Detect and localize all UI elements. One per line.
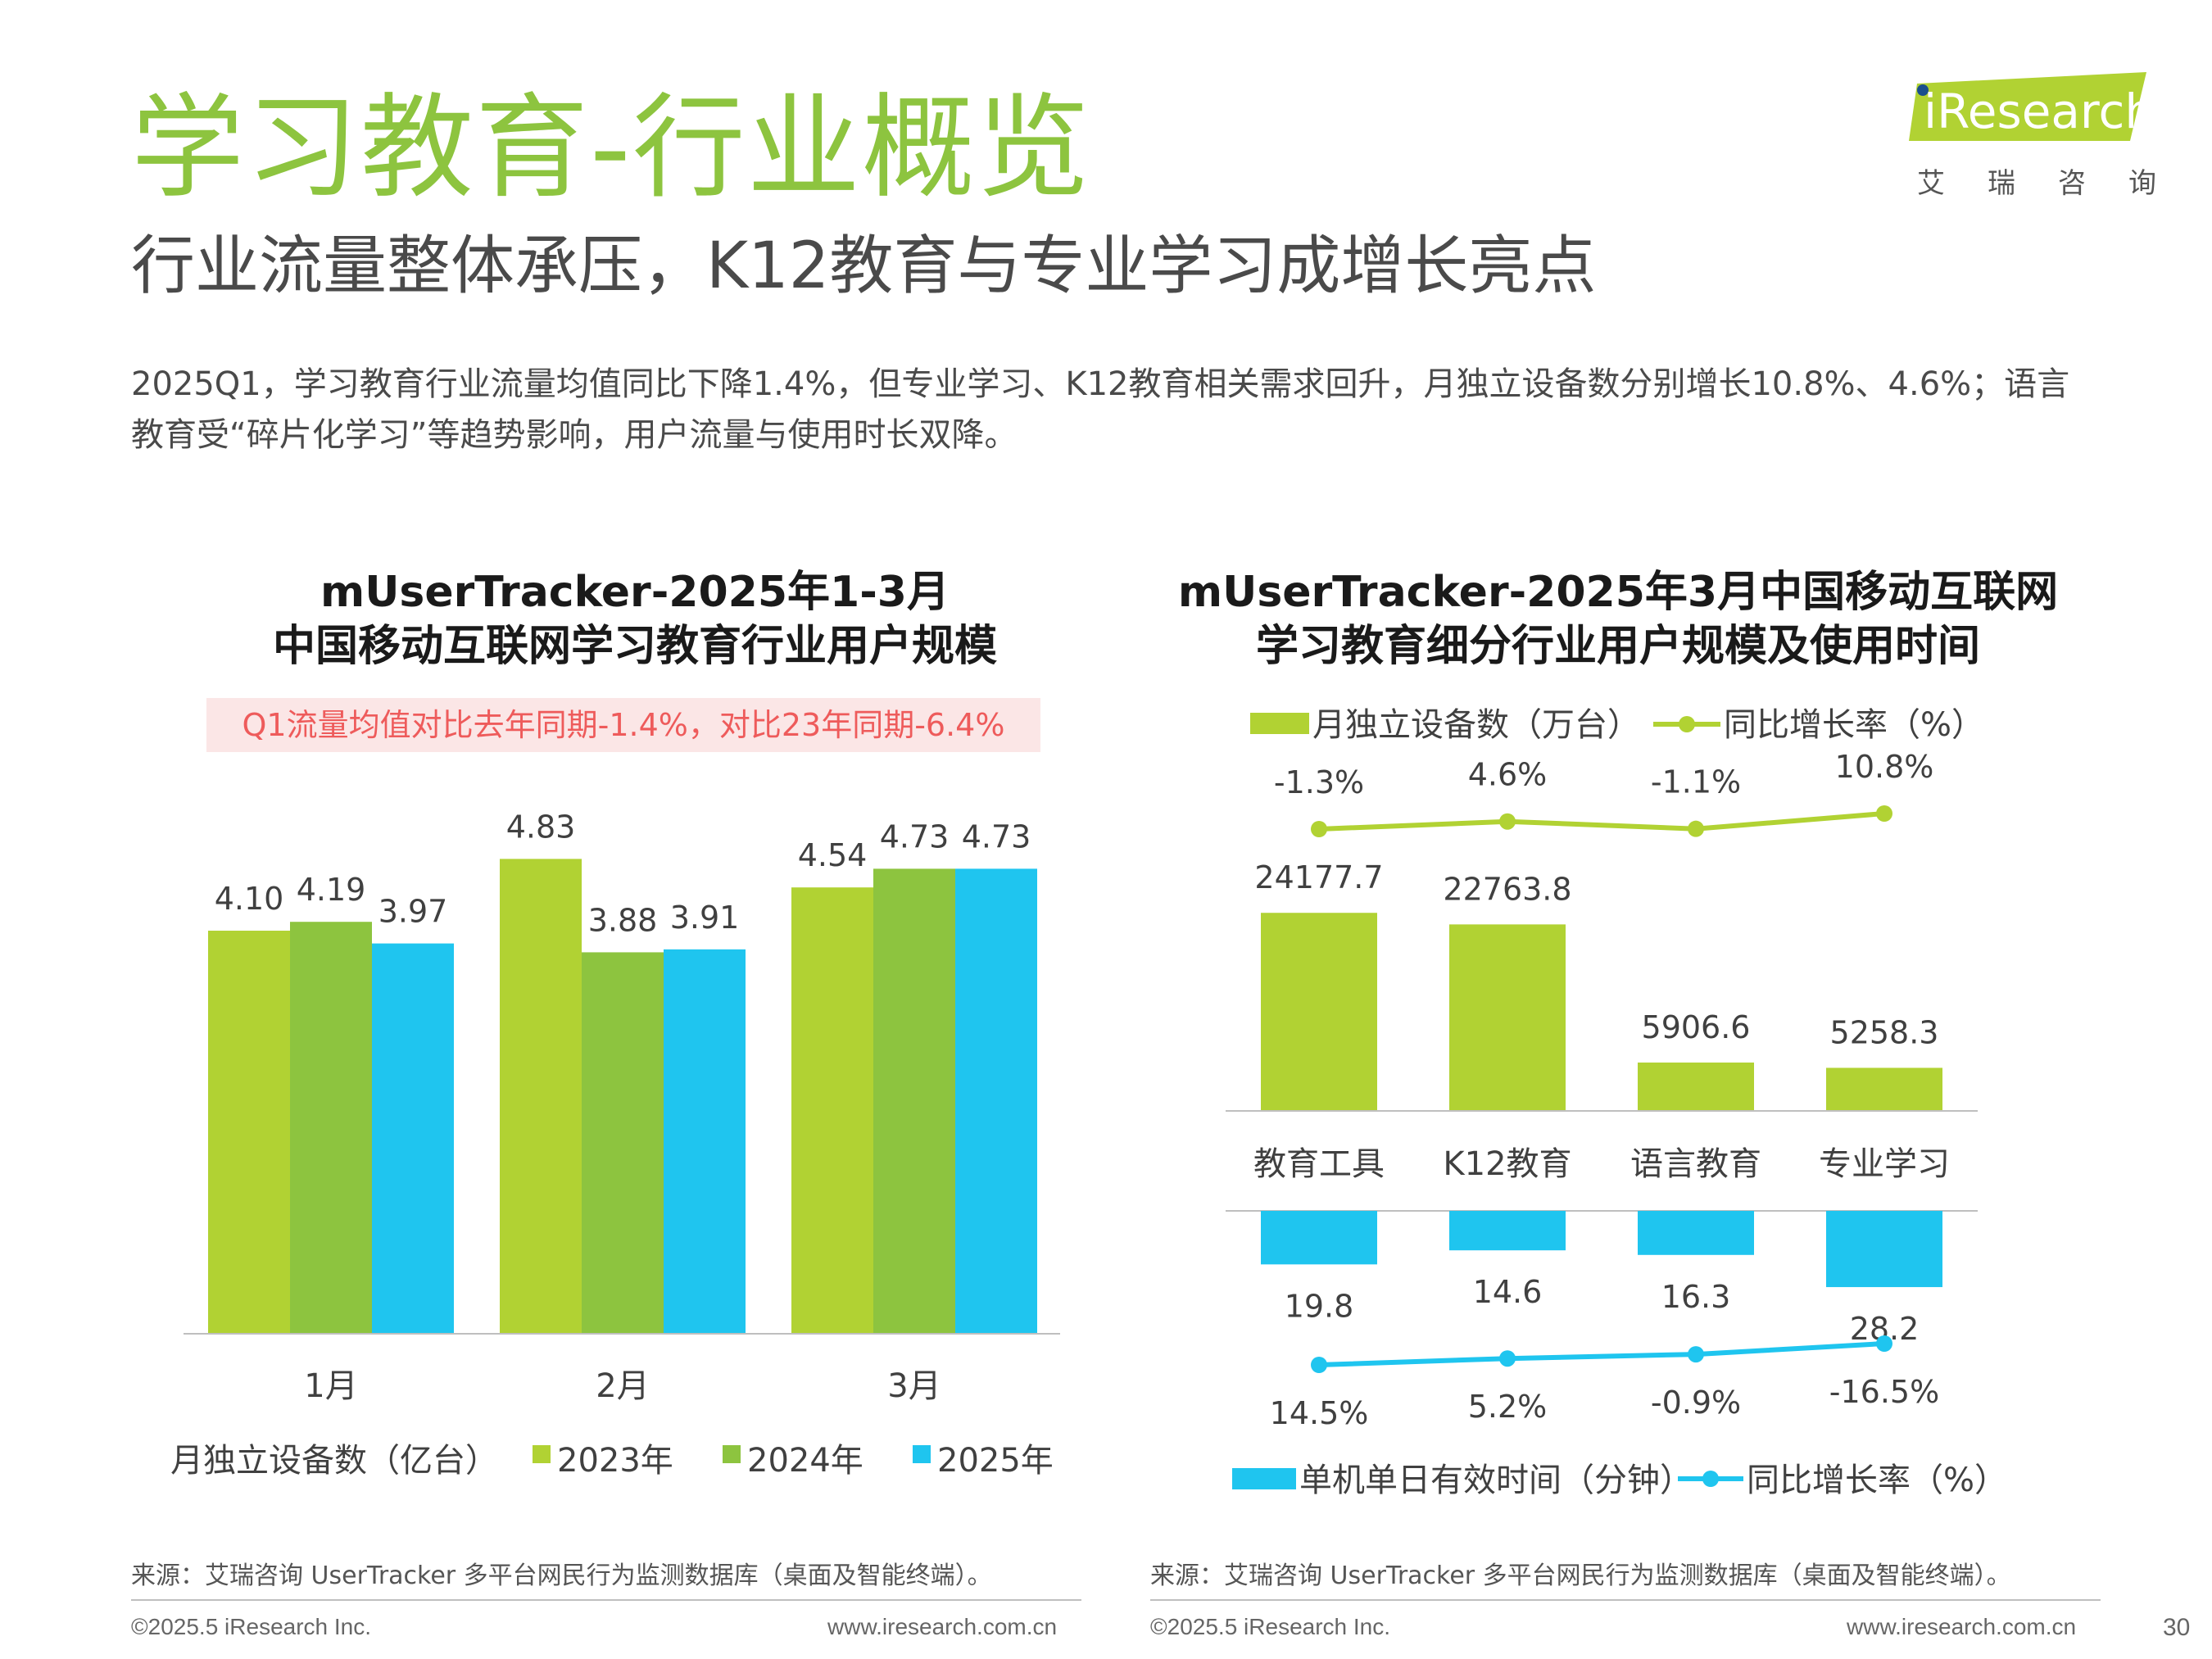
time-bar-专业学习	[1826, 1211, 1942, 1288]
x-tick-label: 3月	[887, 1367, 941, 1405]
time-bar-label: 19.8	[1285, 1288, 1354, 1324]
bar-2023年-2月	[500, 859, 582, 1334]
legend-label-time: 单机单日有效时间（分钟）	[1299, 1462, 1693, 1499]
legend-title: 月独立设备数（亿台）	[170, 1442, 498, 1480]
bar-2025年-1月	[372, 943, 454, 1334]
intro-text: 2025Q1，学习教育行业流量均值同比下降1.4%，但专业学习、K12教育相关需…	[131, 365, 2070, 454]
time-bar-label: 14.6	[1473, 1274, 1543, 1310]
category-label: 教育工具	[1253, 1145, 1385, 1183]
category-label: 语言教育	[1630, 1145, 1761, 1183]
legend-swatch-2025年	[913, 1445, 931, 1463]
time-bar-K12教育	[1449, 1211, 1566, 1251]
bar-2023年-1月	[208, 931, 290, 1334]
devices-growth-point	[1688, 820, 1704, 837]
devices-growth-label: -1.1%	[1651, 764, 1741, 800]
legend-label-time-growth: 同比增长率（%）	[1747, 1462, 2007, 1499]
devices-growth-point	[1311, 821, 1327, 837]
bar-value-label: 4.19	[297, 872, 366, 908]
x-tick-label: 1月	[304, 1367, 357, 1405]
bar-value-label: 3.91	[670, 900, 740, 936]
legend-label-devices-growth: 同比增长率（%）	[1724, 706, 1984, 744]
chart2-combo-chart: 月独立设备数（万台） 同比增长率（%） -1.3% 4.6% -1.1% 10.8% 241…	[1226, 706, 2007, 1499]
page-number: 30	[2163, 1614, 2191, 1641]
copyright-right: ©2025.5 iResearch Inc.	[1150, 1614, 1391, 1639]
time-bar-label: 16.3	[1661, 1279, 1731, 1315]
legend-label: 2024年	[747, 1442, 863, 1480]
bar-2025年-3月	[955, 868, 1037, 1334]
devices-growth-point	[1499, 813, 1516, 830]
time-growth-label: -16.5%	[1829, 1374, 1939, 1410]
time-growth-line	[1318, 1341, 1885, 1367]
x-tick-label: 2月	[596, 1367, 649, 1405]
device-bar-label: 5906.6	[1642, 1009, 1751, 1045]
legend-marker-devices-growth	[1679, 716, 1695, 732]
source-note-left: 来源：艾瑞咨询 UserTracker 多平台网民行为监测数据库（桌面及智能终端…	[131, 1562, 992, 1590]
time-growth-point	[1311, 1357, 1327, 1373]
legend-swatch-2024年	[723, 1445, 741, 1463]
device-bar-K12教育	[1449, 924, 1566, 1111]
copyright-left: ©2025.5 iResearch Inc.	[131, 1614, 372, 1639]
chart1-annotation: Q1流量均值对比去年同期-1.4%，对比23年同期-6.4%	[206, 698, 1040, 752]
chart1-title-line1: mUserTracker-2025年1-3月	[320, 568, 950, 617]
source-note-right: 来源：艾瑞咨询 UserTracker 多平台网民行为监测数据库（桌面及智能终端…	[1150, 1562, 2011, 1590]
page-subtitle: 行业流量整体承压，K12教育与专业学习成增长亮点	[131, 229, 1597, 303]
category-label: 专业学习	[1819, 1145, 1950, 1183]
website-right: www.iresearch.com.cn	[1847, 1614, 2077, 1639]
logo-text: iResearch	[1924, 84, 2146, 139]
chart2-title: mUserTracker-2025年3月中国移动互联网 学习教育细分行业用户规模…	[1147, 565, 2089, 673]
time-bar-教育工具	[1261, 1211, 1377, 1265]
website-left: www.iresearch.com.cn	[827, 1614, 1058, 1639]
devices-growth-line	[1318, 811, 1885, 832]
devices-growth-label: 10.8%	[1835, 749, 1934, 785]
time-growth-point	[1876, 1335, 1892, 1352]
bar-2024年-2月	[582, 952, 664, 1334]
time-bar-语言教育	[1638, 1211, 1754, 1255]
footer-divider-right	[1150, 1599, 2101, 1601]
bar-value-label: 4.83	[506, 809, 576, 845]
bar-value-label: 3.97	[378, 894, 448, 930]
bar-value-label: 4.73	[880, 818, 950, 854]
device-bar-label: 24177.7	[1254, 859, 1383, 895]
bar-value-label: 4.54	[798, 837, 868, 873]
chart1-title-line2: 中国移动互联网学习教育行业用户规模	[272, 622, 997, 671]
logo-subtitle: 艾瑞咨询	[1917, 167, 2199, 200]
legend-label: 2023年	[557, 1442, 673, 1480]
devices-growth-point	[1876, 805, 1892, 822]
device-bar-语言教育	[1638, 1062, 1754, 1111]
bar-value-label: 4.73	[962, 818, 1031, 854]
category-label: K12教育	[1443, 1145, 1571, 1183]
bar-2024年-3月	[873, 868, 955, 1334]
device-bar-label: 22763.8	[1443, 871, 1571, 907]
chart2-title-line1: mUserTracker-2025年3月中国移动互联网	[1177, 568, 2059, 617]
devices-growth-label: -1.3%	[1274, 764, 1364, 800]
chart1-title: mUserTracker-2025年1-3月 中国移动互联网学习教育行业用户规模	[164, 565, 1106, 673]
legend-swatch-devices	[1250, 713, 1309, 734]
time-growth-label: 5.2%	[1468, 1389, 1548, 1425]
chart1-bar-chart: 4.10 4.83 4.54 4.19 3.88 4.73 3.97 3.91 4.73 1月 2月…	[170, 809, 1060, 1480]
bar-2024年-1月	[290, 922, 372, 1334]
device-bar-教育工具	[1261, 913, 1377, 1111]
bar-value-label: 4.10	[215, 881, 284, 917]
devices-growth-label: 4.6%	[1468, 757, 1548, 793]
legend-swatch-2023年	[533, 1445, 551, 1463]
device-bar-label: 5258.3	[1830, 1014, 1939, 1050]
time-growth-label: -0.9%	[1651, 1385, 1741, 1421]
device-bar-专业学习	[1826, 1067, 1942, 1111]
legend-marker-time-growth	[1702, 1471, 1719, 1487]
legend-label: 2025年	[937, 1442, 1054, 1480]
bar-2023年-3月	[791, 887, 873, 1334]
time-growth-label: 14.5%	[1270, 1395, 1369, 1431]
bar-value-label: 3.88	[588, 902, 658, 938]
footer-divider-left	[131, 1599, 1081, 1601]
chart2-title-line2: 学习教育细分行业用户规模及使用时间	[1255, 622, 1980, 671]
legend-swatch-time	[1232, 1468, 1296, 1489]
time-growth-point	[1688, 1346, 1704, 1363]
bar-2025年-2月	[664, 949, 746, 1334]
iresearch-logo: iResearch	[1909, 72, 2146, 141]
time-growth-point	[1499, 1350, 1516, 1367]
legend-label-devices: 月独立设备数（万台）	[1312, 706, 1640, 744]
page-title: 学习教育-行业概览	[131, 82, 1091, 214]
